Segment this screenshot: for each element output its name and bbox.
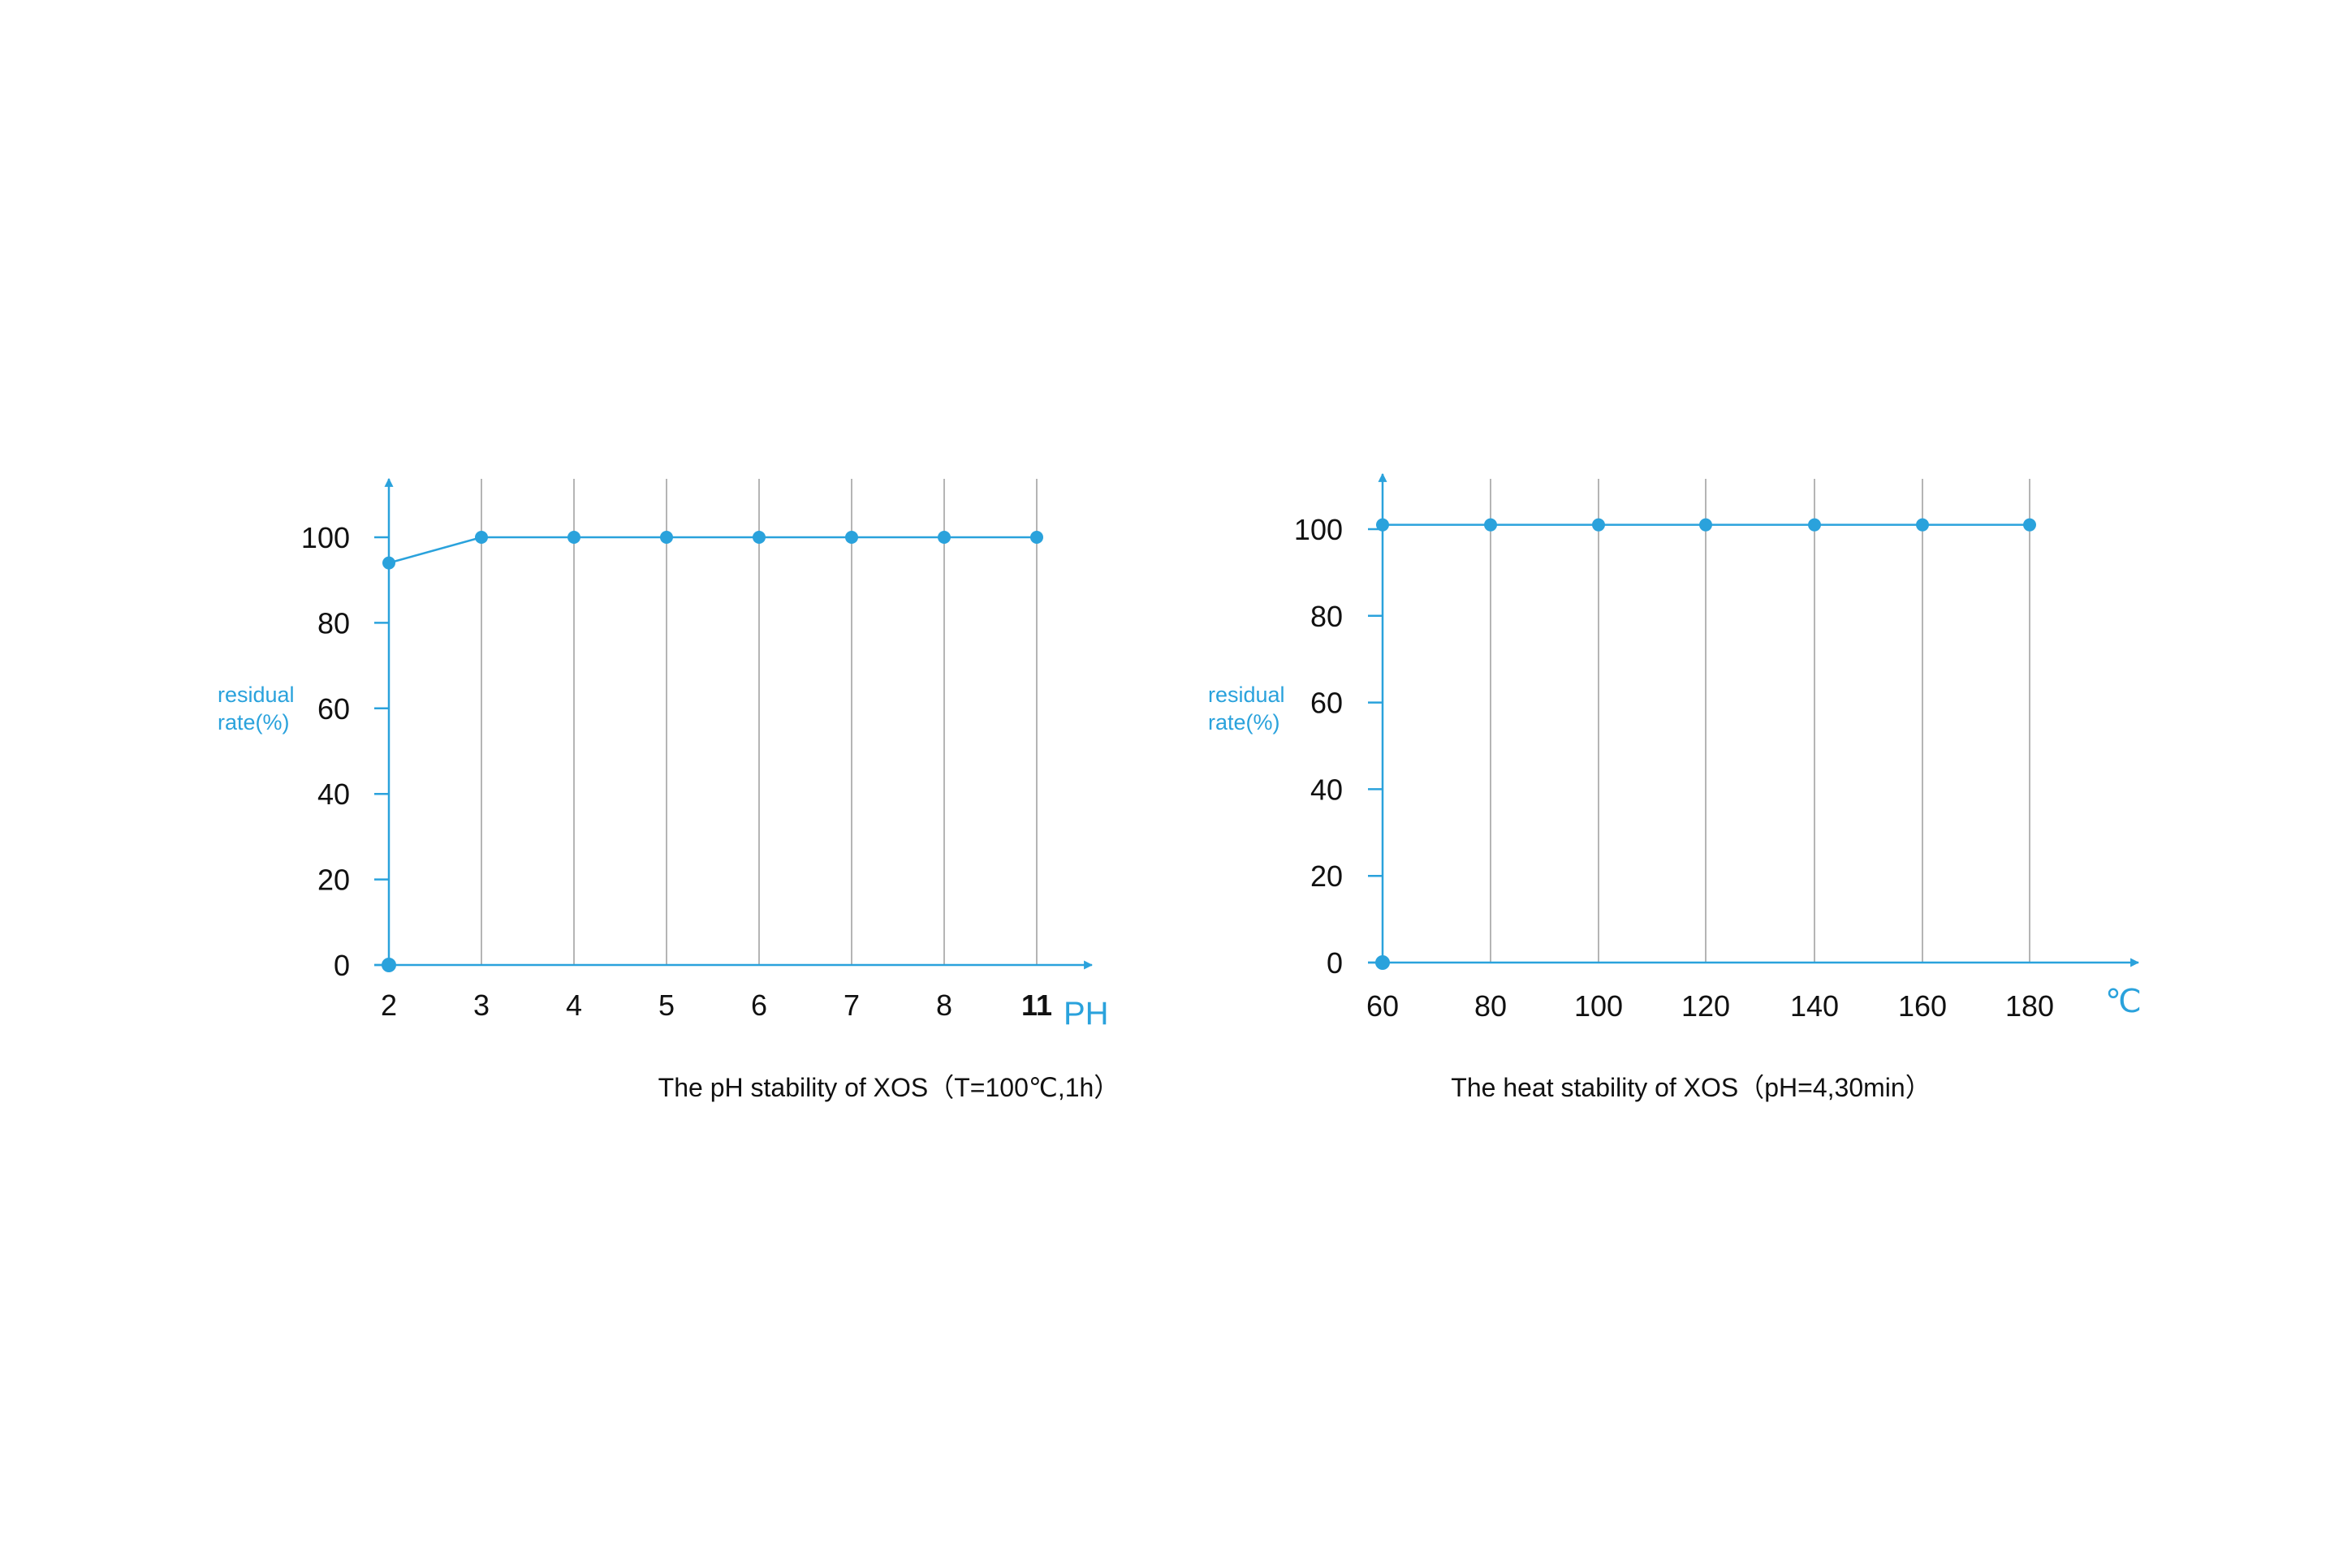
y-tick-label: 40 (1310, 773, 1343, 806)
origin-point (382, 958, 396, 972)
data-point (567, 531, 580, 544)
y-tick-label: 80 (1310, 600, 1343, 633)
x-tick-label: 2 (381, 989, 397, 1022)
data-series (382, 531, 1043, 972)
y-axis-label-line: rate(%) (1208, 710, 1280, 734)
data-point (845, 531, 858, 544)
data-point (1916, 518, 1929, 532)
x-axis-label: ℃ (2105, 984, 2142, 1019)
y-tick-label: 0 (334, 949, 350, 982)
heat-stability-chart: 0 20 40 60 80 100 60 80 100 120 140 160 180 residual… (1208, 472, 2142, 1102)
data-point (1030, 531, 1043, 544)
x-tick-label: 60 (1366, 989, 1399, 1023)
x-tick-label: 180 (2005, 989, 2054, 1023)
x-tick-label: 4 (566, 989, 582, 1022)
y-axis-label: residual rate(%) (218, 683, 295, 734)
x-tick-label: 100 (1574, 989, 1623, 1023)
data-point (753, 531, 766, 544)
x-tick-label: 80 (1474, 989, 1507, 1023)
data-point (1484, 518, 1497, 532)
axes (1368, 472, 2140, 967)
y-axis-label-line: rate(%) (218, 710, 290, 734)
x-axis-label: PH (1064, 996, 1109, 1032)
origin-point (1375, 955, 1390, 970)
y-tick-label: 100 (301, 521, 350, 554)
data-point (2023, 518, 2036, 532)
y-tick-label: 20 (317, 864, 350, 897)
y-tick-label: 20 (1310, 859, 1343, 893)
x-tick-label: 140 (1790, 989, 1839, 1023)
data-point (1376, 518, 1389, 532)
y-tick-label: 80 (317, 606, 350, 640)
vertical-gridlines (1490, 479, 2030, 963)
x-tick-label: 160 (1898, 989, 1947, 1023)
data-point (1592, 518, 1605, 532)
x-tick-label: 7 (844, 989, 860, 1022)
data-point (475, 531, 488, 544)
y-tick-label: 0 (1327, 946, 1343, 980)
y-tick-label: 40 (317, 778, 350, 811)
chart-title: The heat stability of XOS（pH=4,30min） (1451, 1073, 1931, 1102)
x-tick-label: 6 (751, 989, 767, 1022)
chart-title: The pH stability of XOS（T=100℃,1h） (658, 1073, 1120, 1102)
vertical-gridlines (481, 479, 1038, 965)
y-tick-label: 60 (317, 692, 350, 726)
x-tick-label: 3 (473, 989, 490, 1022)
data-point (382, 556, 395, 570)
ph-stability-chart: 0 20 40 60 80 100 2 3 4 5 6 7 8 11 residual rate(%) PH… (218, 477, 1120, 1102)
x-tick-label: 8 (936, 989, 952, 1022)
x-tick-label: 5 (658, 989, 675, 1022)
data-series (1375, 518, 2036, 970)
y-tick-label: 60 (1310, 687, 1343, 720)
data-point (1699, 518, 1712, 532)
data-point (1808, 518, 1821, 532)
data-point (660, 531, 673, 544)
y-axis-label-line: residual (1208, 683, 1285, 707)
series-line (388, 536, 1037, 564)
x-tick-label: 11 (1021, 989, 1052, 1022)
data-point (938, 531, 951, 544)
y-tick-label: 100 (1294, 513, 1343, 546)
tick-labels: 0 20 40 60 80 100 2 3 4 5 6 7 8 11 (301, 521, 1052, 1022)
tick-labels: 0 20 40 60 80 100 60 80 100 120 140 160 180 (1294, 513, 2054, 1023)
x-tick-label: 120 (1681, 989, 1730, 1023)
y-axis-label: residual rate(%) (1208, 683, 1285, 734)
y-axis-label-line: residual (218, 683, 295, 707)
